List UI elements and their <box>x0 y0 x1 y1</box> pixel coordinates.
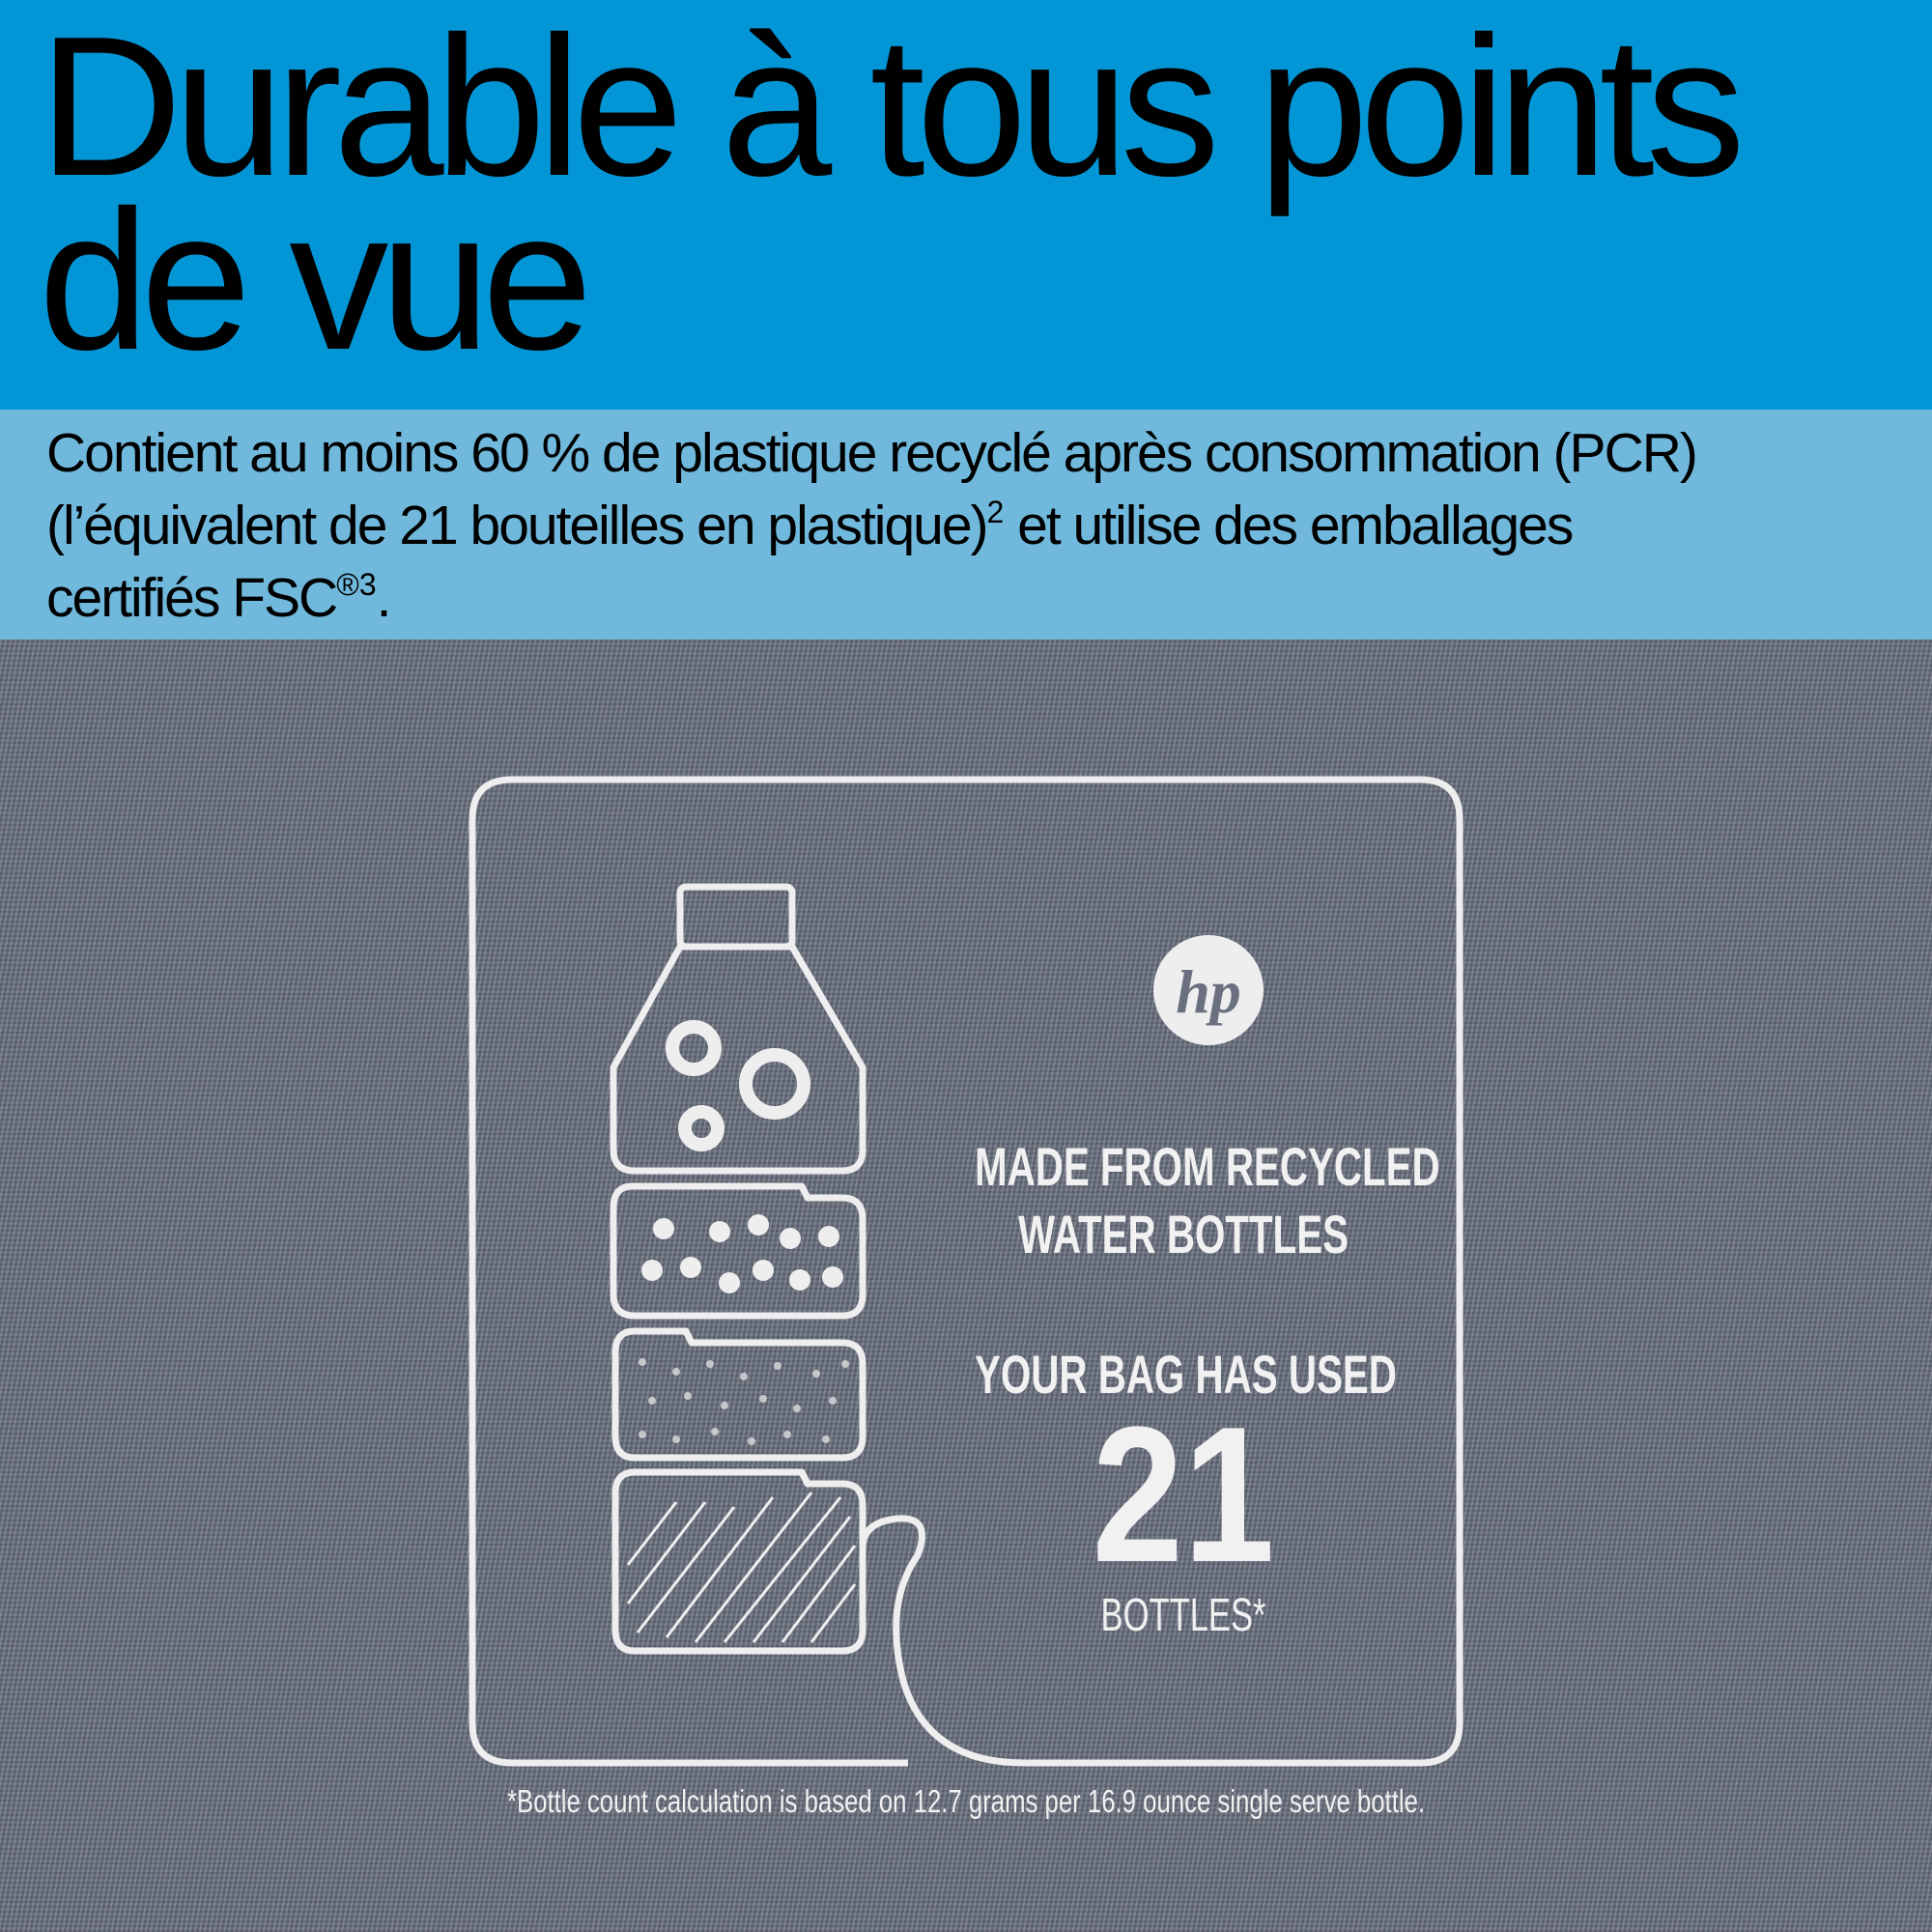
bottles-label: BOTTLES* <box>1100 1590 1266 1641</box>
made-from-line-1: MADE FROM RECYCLED <box>975 1136 1440 1197</box>
bottle-count: 21 <box>1092 1387 1275 1603</box>
hatch-pattern <box>626 1492 857 1643</box>
gear-icons <box>666 1020 810 1151</box>
description-band <box>0 410 1932 639</box>
granule-dots <box>639 1358 849 1445</box>
desc-line-2a: (l’équivalent de 21 bouteilles en plasti… <box>46 495 989 556</box>
footnote-ref-2: 2 <box>986 495 1005 529</box>
footnote-ref-3: ®3 <box>336 567 377 602</box>
bottle-footnote: *Bottle count calculation is based on 12… <box>506 1783 1426 1819</box>
desc-line-3b: . <box>376 567 392 629</box>
desc-line-3a: certifiés FSC <box>46 567 338 629</box>
svg-text:hp: hp <box>1176 957 1241 1026</box>
bag-used-text: YOUR BAG HAS USED <box>975 1344 1397 1405</box>
title-line-1: Durable à tous points <box>39 0 1746 217</box>
fabric-background <box>0 639 1932 1932</box>
title-band <box>0 0 1932 410</box>
label-border <box>469 776 1463 1767</box>
made-from-line-2: WATER BOTTLES <box>1018 1204 1349 1264</box>
hp-logo: hp <box>1153 935 1264 1045</box>
bottle-icon <box>610 883 867 1655</box>
description-text: Contient au moins 60 % de plastique recy… <box>46 417 1901 635</box>
desc-line-2b: et utilise des emballages <box>1004 495 1574 556</box>
desc-line-1: Contient au moins 60 % de plastique recy… <box>46 422 1698 484</box>
page-title: Durable à tous points de vue <box>39 7 1746 380</box>
pellet-dots <box>641 1214 843 1293</box>
title-line-2: de vue <box>39 169 593 391</box>
